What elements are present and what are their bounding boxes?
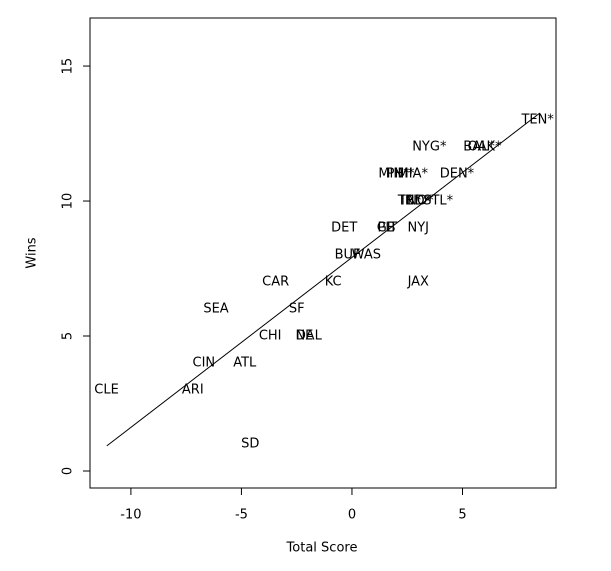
point-label: SD	[241, 436, 259, 451]
x-tick-label: -5	[235, 508, 248, 523]
point-label: OAK*	[468, 140, 502, 155]
point-label: GB	[377, 221, 396, 236]
point-label: SF	[289, 302, 305, 317]
y-tick-label: 15	[61, 58, 76, 75]
point-label: DAL	[296, 329, 323, 344]
point-label: KC	[325, 275, 342, 290]
point-label: TEN*	[520, 113, 554, 128]
x-tick-label: 5	[458, 508, 466, 523]
fit-line	[106, 112, 541, 447]
point-label: MIN*	[378, 167, 410, 182]
point-label: WAS	[352, 248, 381, 263]
point-label: CLE	[94, 383, 119, 398]
x-tick-label: 0	[348, 508, 356, 523]
x-tick-label: -10	[120, 508, 141, 523]
point-label: NYJ	[408, 221, 430, 236]
point-label: BUF	[335, 248, 361, 263]
x-axis-label: Total Score	[286, 541, 358, 556]
point-label: MIA*	[398, 167, 429, 182]
point-label: CIN	[193, 356, 216, 371]
y-tick-label: 10	[61, 193, 76, 210]
point-label: ATL	[233, 356, 257, 371]
point-label: NO*	[407, 194, 434, 209]
y-tick-label: 0	[61, 467, 76, 475]
point-label: PIT	[378, 221, 398, 236]
point-label: NYG*	[412, 140, 447, 155]
point-label: PHI*	[387, 167, 415, 182]
point-label: SEA	[203, 302, 228, 317]
point-label: ARI	[182, 383, 204, 398]
point-label: NE	[295, 329, 313, 344]
point-label: IND*	[401, 194, 432, 209]
point-label: CHI	[259, 329, 282, 344]
point-label: DEN*	[440, 167, 475, 182]
plot-box	[89, 17, 557, 489]
y-axis-label: Wins	[25, 237, 40, 268]
point-label: STL*	[423, 194, 453, 209]
y-tick-label: 5	[61, 332, 76, 340]
point-label: TB*	[397, 194, 422, 209]
point-label: JAX	[407, 275, 429, 290]
point-label: BAL*	[463, 140, 495, 155]
point-label: CAR	[262, 275, 289, 290]
point-label: DET	[331, 221, 357, 236]
